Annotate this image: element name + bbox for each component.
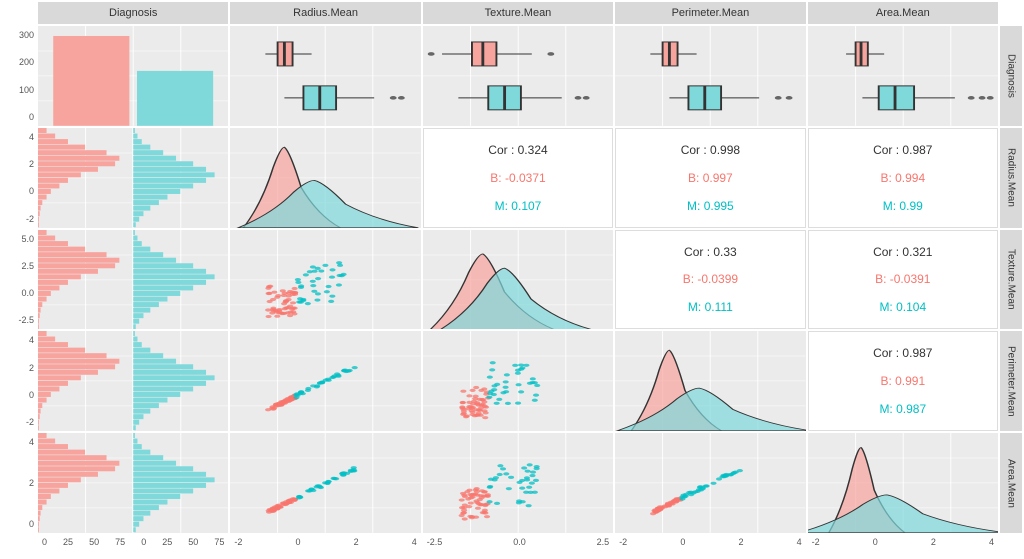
cor-m: M: 0.104: [879, 300, 926, 314]
cor-overall: Cor : 0.324: [488, 143, 547, 157]
scatter: [423, 433, 613, 533]
cor-m: M: 0.111: [688, 300, 733, 314]
cor-b: B: -0.0399: [683, 272, 738, 286]
boxplot: [230, 26, 420, 126]
correlation-panel: Cor : 0.987 B: 0.991 M: 0.987: [808, 331, 998, 431]
x-axis: -2024: [615, 535, 805, 557]
row-header: Diagnosis: [1000, 26, 1022, 126]
row-header: Perimeter.Mean: [1000, 331, 1022, 431]
correlation-panel: Cor : 0.33 B: -0.0399 M: 0.111: [615, 230, 805, 330]
x-axis: -2024: [230, 535, 420, 557]
x-axis: 02550750255075: [38, 535, 228, 557]
y-axis: 420-2: [2, 128, 36, 228]
cor-b: B: 0.994: [880, 171, 925, 185]
diagnosis-bar: [38, 26, 228, 126]
side-histogram: [38, 331, 228, 431]
boxplot: [423, 26, 613, 126]
row-header: Area.Mean: [1000, 433, 1022, 533]
scatter: [230, 230, 420, 330]
density: [808, 433, 998, 533]
side-histogram: [38, 433, 228, 533]
row-header: Texture.Mean: [1000, 230, 1022, 330]
col-header: Radius.Mean: [230, 2, 420, 24]
y-axis: 3002001000: [2, 26, 36, 126]
col-header: Texture.Mean: [423, 2, 613, 24]
cor-overall: Cor : 0.998: [681, 143, 740, 157]
correlation-panel: Cor : 0.987 B: 0.994 M: 0.99: [808, 128, 998, 228]
col-header: Perimeter.Mean: [615, 2, 805, 24]
cor-m: M: 0.995: [687, 199, 734, 213]
cor-overall: Cor : 0.321: [873, 245, 932, 259]
col-header: Diagnosis: [38, 2, 228, 24]
scatter: [230, 331, 420, 431]
scatter: [230, 433, 420, 533]
y-axis: 420: [2, 433, 36, 533]
scatter: [423, 331, 613, 431]
cor-m: M: 0.107: [495, 199, 542, 213]
side-histogram: [38, 230, 228, 330]
scatter: [615, 433, 805, 533]
correlation-panel: Cor : 0.321 B: -0.0391 M: 0.104: [808, 230, 998, 330]
x-axis: -2.50.02.5: [423, 535, 613, 557]
cor-b: B: 0.997: [688, 171, 733, 185]
density: [615, 331, 805, 431]
boxplot: [808, 26, 998, 126]
correlation-panel: Cor : 0.324 B: -0.0371 M: 0.107: [423, 128, 613, 228]
y-axis: 420-2: [2, 331, 36, 431]
correlation-panel: Cor : 0.998 B: 0.997 M: 0.995: [615, 128, 805, 228]
cor-b: B: -0.0371: [490, 171, 545, 185]
x-axis: -2024: [808, 535, 998, 557]
y-axis: 5.02.50.0-2.5: [2, 230, 36, 330]
cor-overall: Cor : 0.987: [873, 143, 932, 157]
cor-overall: Cor : 0.987: [873, 346, 932, 360]
cor-b: B: -0.0391: [875, 272, 930, 286]
row-header: Radius.Mean: [1000, 128, 1022, 228]
density: [423, 230, 613, 330]
cor-m: M: 0.99: [883, 199, 923, 213]
cor-m: M: 0.987: [879, 402, 926, 416]
col-header: Area.Mean: [808, 2, 998, 24]
cor-b: B: 0.991: [880, 374, 925, 388]
cor-overall: Cor : 0.33: [684, 245, 737, 259]
side-histogram: [38, 128, 228, 228]
boxplot: [615, 26, 805, 126]
density: [230, 128, 420, 228]
